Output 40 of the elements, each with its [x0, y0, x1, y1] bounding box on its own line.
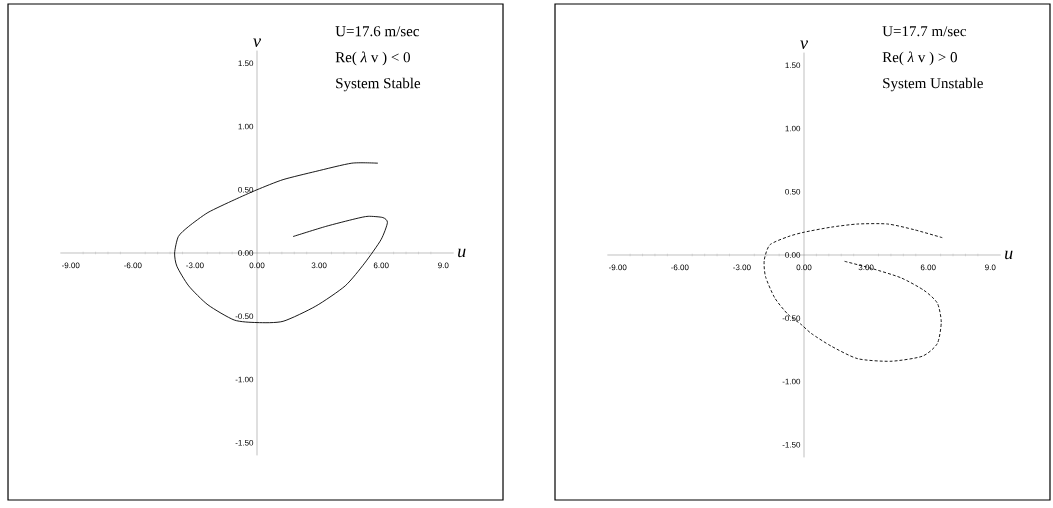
y-tick-label: -0.50 [235, 313, 254, 320]
y-axis-title: v [800, 40, 809, 50]
y-tick-label: 1.00 [785, 125, 801, 132]
y-axis-title: v [253, 38, 262, 48]
x-tick-label: -9.00 [61, 262, 80, 269]
y-tick-label: -1.50 [235, 439, 254, 446]
x-tick-label: 3.00 [311, 262, 327, 269]
x-tick-label: -3.00 [186, 262, 204, 269]
y-tick-label: -1.00 [782, 378, 801, 385]
line-series [174, 162, 388, 324]
x-tick-label: 6.00 [373, 262, 389, 269]
x-tick-label: 6.00 [920, 264, 936, 271]
y-tick-label: -1.50 [782, 441, 801, 448]
x-tick-label: 9.0 [438, 262, 449, 269]
y-tick-label: -0.50 [782, 315, 801, 322]
x-tick-label: -3.00 [733, 264, 751, 271]
y-tick-label: 0.50 [238, 186, 254, 193]
annotation: System Unstable [883, 77, 983, 92]
annotation: System Stable [336, 77, 421, 92]
x-tick-label: 9.0 [985, 264, 996, 271]
x-axis-title: u [458, 248, 466, 258]
x-tick-label: 0.00 [249, 262, 265, 269]
x-tick-label: 0.00 [796, 264, 812, 271]
x-tick-label: 3.00 [858, 264, 874, 271]
x-axis-title: u [1005, 250, 1013, 260]
y-tick-label: 1.00 [238, 123, 254, 130]
y-tick-label: -1.00 [235, 376, 254, 383]
x-tick-label: -9.00 [608, 264, 627, 271]
text: U=17.7 m/sec [882, 26, 967, 37]
y-tick-label: 0.50 [785, 188, 801, 195]
x-tick-label: -6.00 [671, 264, 689, 271]
line-series [763, 223, 943, 362]
y-tick-label: 1.50 [238, 60, 254, 67]
y-tick-label: 0.00 [238, 250, 254, 256]
x-tick-label: -6.00 [124, 262, 142, 269]
y-tick-label: 1.50 [785, 62, 801, 69]
text: U=17.6 m/sec [335, 26, 420, 37]
y-tick-label: 0.00 [785, 252, 801, 258]
annotation: Re( λ v ) < 0 [335, 51, 410, 66]
annotation: Re( λ v ) > 0 [882, 51, 957, 66]
